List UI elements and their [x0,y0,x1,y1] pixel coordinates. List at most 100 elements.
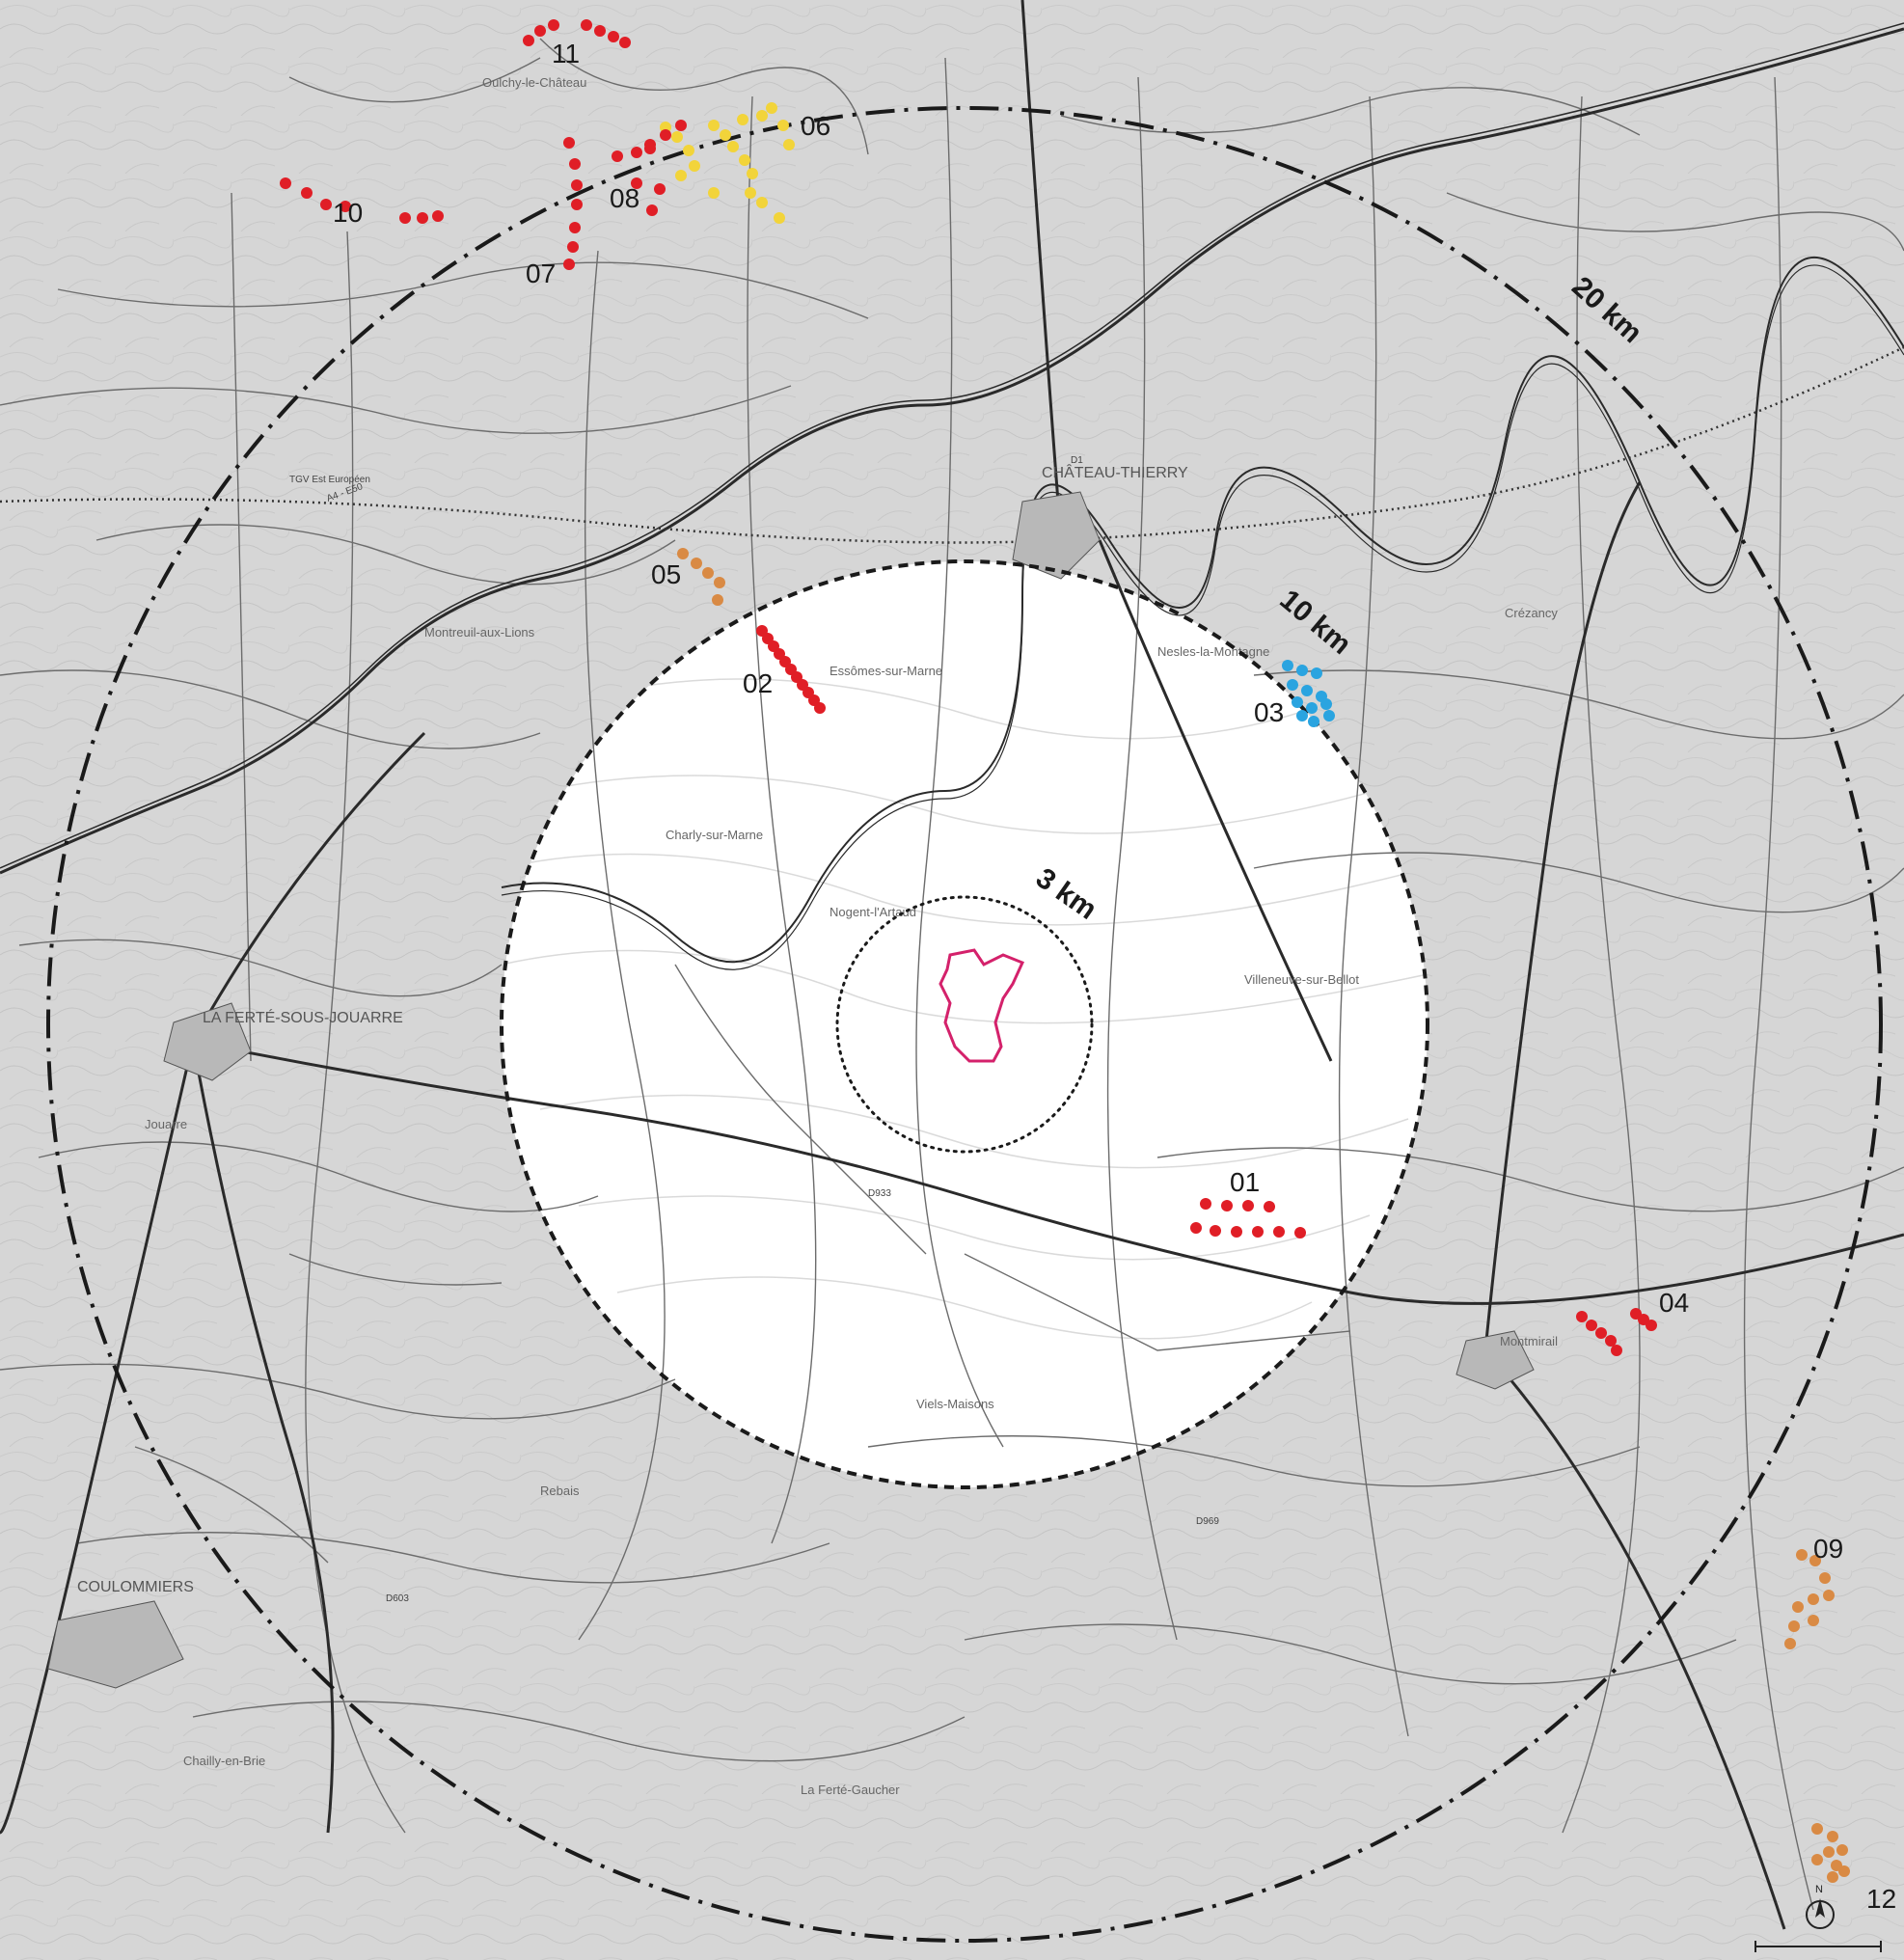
turbine-dot [766,102,777,114]
turbine-dot [671,131,683,143]
turbine-dot [1323,710,1335,721]
turbine-dot [644,143,656,154]
turbine-dot [1282,660,1293,671]
turbine-dot [1296,665,1308,676]
turbine-dot [783,139,795,150]
turbine-dot [563,259,575,270]
turbine-dot [612,150,623,162]
turbine-dot [432,210,444,222]
turbine-dot [320,199,332,210]
site-05 [677,548,725,606]
turbine-dot [654,183,666,195]
turbine-dot [1296,710,1308,721]
site-07 [563,137,583,270]
turbine-dot [714,577,725,588]
turbine-dot [1788,1620,1800,1632]
inner-zone-detail [502,678,1428,1340]
turbine-dot [745,187,756,199]
turbine-dot [720,129,731,141]
site-label-03: 03 [1254,697,1284,727]
turbine-dot [1273,1226,1285,1238]
inner-zone-disc [502,561,1428,1487]
turbine-dot [1221,1200,1233,1211]
turbine-dot [1301,685,1313,696]
turbine-dot [1308,716,1319,727]
turbine-dot [756,110,768,122]
site-label-02: 02 [743,668,773,698]
road-label-d603: D603 [386,1593,409,1604]
turbine-dot [727,141,739,152]
turbine-dot [737,114,748,125]
turbine-dot [399,212,411,224]
turbine-dot [569,158,581,170]
project-site-outline [938,948,1025,1063]
urban-montmirail [1455,1330,1535,1390]
turbine-dot [1287,679,1298,691]
place-viels-maisons: Viels-Maisons [916,1397,994,1411]
wind-farm-sites [280,19,1850,1883]
place-montmirail: Montmirail [1500,1334,1558,1348]
turbine-dot [1586,1320,1597,1331]
turbine-dot [675,120,687,131]
turbine-dot [523,35,534,46]
turbine-dot [1784,1638,1796,1649]
ring-3km [835,895,1094,1154]
site-label-05: 05 [651,559,681,589]
turbine-dot [1311,667,1322,679]
site-02 [756,625,826,714]
site-label-09: 09 [1813,1534,1843,1564]
place-essomes: Essômes-sur-Marne [830,664,942,678]
turbine-dot [712,594,723,606]
site-label-10: 10 [333,198,363,228]
turbine-dot [1576,1311,1588,1322]
turbine-dot [571,199,583,210]
urban-coulommiers [47,1600,184,1689]
turbine-dot [1294,1227,1306,1239]
turbine-dot [1811,1823,1823,1835]
site-10 [280,177,444,224]
river-marne-bank [501,264,1904,970]
road-label-d933: D933 [868,1188,891,1199]
site-label-07: 07 [526,259,556,288]
turbine-dot [683,145,694,156]
compass-arrow-icon [1815,1898,1825,1918]
turbine-dot [1646,1320,1657,1331]
ring-10km [500,559,1429,1489]
site-label-06: 06 [801,111,830,141]
turbine-dot [1605,1335,1617,1347]
turbine-dot [417,212,428,224]
road-label-d969: D969 [1196,1516,1219,1527]
turbine-dot [660,129,671,141]
turbine-dot [1231,1226,1242,1238]
turbine-dot [1306,702,1318,714]
turbine-dot [1292,696,1303,708]
turbine-dot [677,548,689,559]
site-12 [1811,1823,1850,1883]
site-03 [1282,660,1335,727]
turbine-dot [1792,1601,1804,1613]
place-la-ferte: LA FERTÉ-SOUS-JOUARRE [203,1008,403,1026]
place-nogent: Nogent-l'Artaud [830,905,916,919]
turbine-dot [739,154,750,166]
site-label-04: 04 [1659,1288,1689,1318]
turbine-dot [646,204,658,216]
turbine-dot [1827,1871,1838,1883]
turbine-dot [1242,1200,1254,1211]
place-oulchy: Oulchy-le-Château [482,75,586,90]
place-coulommiers: COULOMMIERS [77,1579,194,1595]
turbine-dot [689,160,700,172]
turbine-dot [569,222,581,233]
turbine-dot [301,187,313,199]
turbine-dot [534,25,546,37]
place-crezancy: Crézancy [1505,606,1558,620]
place-la-ferte-gaucher: La Ferté-Gaucher [801,1783,900,1797]
turbine-dot [581,19,592,31]
compass-letter: N [1815,1884,1823,1895]
site-label-08: 08 [610,183,639,213]
place-nesles: Nesles-la-Montagne [1157,644,1269,659]
place-labels: CHÂTEAU-THIERRY LA FERTÉ-SOUS-JOUARRE CO… [77,75,1558,1797]
turbine-dot [702,567,714,579]
turbine-dot [631,177,642,189]
site-04 [1576,1308,1657,1356]
